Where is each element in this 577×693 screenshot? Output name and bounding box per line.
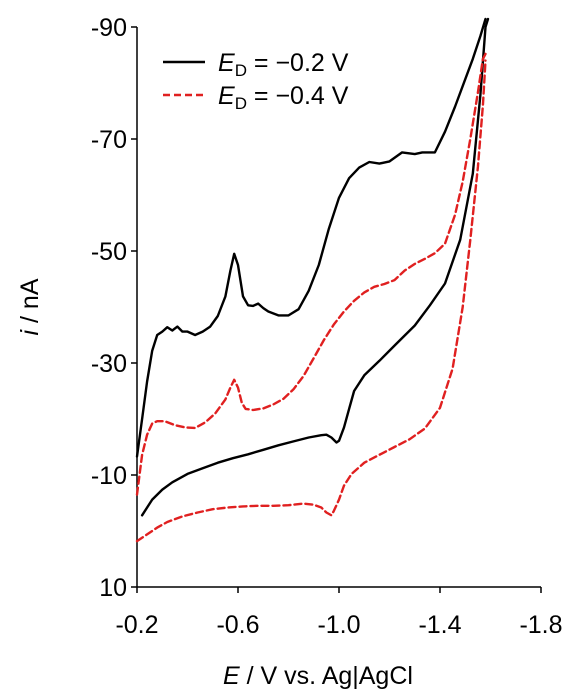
legend: ED = −0.2 V ED = −0.4 V — [163, 49, 349, 113]
x-tick-label: -1.0 — [317, 611, 360, 639]
series-0-segment-1 — [140, 17, 490, 517]
series-1-segment-0 — [135, 52, 487, 496]
tick-marks — [131, 26, 542, 593]
axes — [136, 27, 541, 588]
x-tick-label: -1.4 — [418, 611, 461, 639]
y-tick-label: -70 — [91, 126, 127, 154]
tick-labels: -90 -70 -50 -30 -10 10 -0.2 -0.6 -1.0 -1.4 -1.8 — [91, 14, 563, 639]
series-1-segment-1 — [135, 59, 487, 543]
y-tick-label: 10 — [99, 574, 127, 602]
y-tick-label: -90 — [91, 14, 127, 42]
y-tick-label: -10 — [91, 462, 127, 490]
series-0-segment-0 — [135, 17, 487, 458]
y-axis-title: i / nA — [16, 278, 44, 335]
y-tick-label: -30 — [91, 350, 127, 378]
y-tick-label: -50 — [91, 238, 127, 266]
legend-label-ed-minus-0-2: ED = −0.2 V — [218, 49, 349, 80]
x-tick-label: -0.6 — [216, 611, 259, 639]
x-tick-label: -0.2 — [115, 611, 158, 639]
x-tick-label: -1.8 — [519, 611, 562, 639]
legend-label-ed-minus-0-4: ED = −0.4 V — [218, 82, 349, 113]
x-axis-title: E / V vs. Ag|AgCl — [223, 662, 413, 690]
plot-series — [135, 17, 490, 543]
